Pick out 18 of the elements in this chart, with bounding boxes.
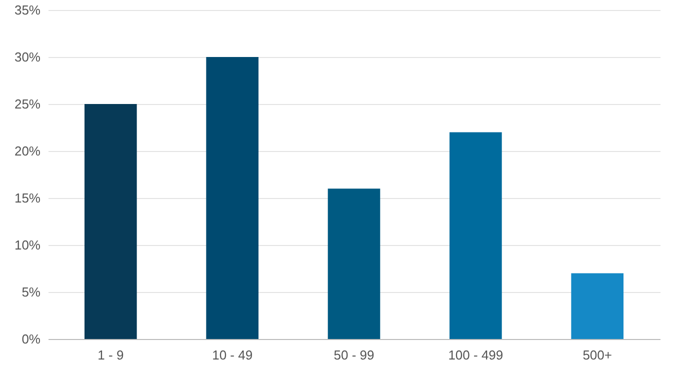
bar — [571, 273, 624, 339]
bar — [206, 57, 258, 339]
bar — [328, 188, 380, 339]
y-tick-label: 0% — [22, 332, 41, 346]
y-tick-label: 35% — [14, 2, 41, 18]
bar — [84, 104, 137, 339]
x-tick-label: 1 - 9 — [98, 348, 124, 362]
bar — [450, 132, 502, 339]
y-tick-label: 15% — [14, 190, 41, 206]
y-tick-label: 20% — [14, 144, 41, 158]
y-tick-label: 25% — [14, 96, 41, 112]
y-tick-label: 30% — [14, 50, 41, 64]
y-tick-label: 5% — [22, 284, 41, 300]
x-tick-label: 100 - 499 — [448, 348, 504, 362]
x-tick-label: 500+ — [582, 348, 612, 362]
x-tick-label: 10 - 49 — [212, 348, 253, 362]
y-tick-label: 10% — [14, 238, 41, 252]
x-tick-label: 50 - 99 — [334, 348, 374, 362]
